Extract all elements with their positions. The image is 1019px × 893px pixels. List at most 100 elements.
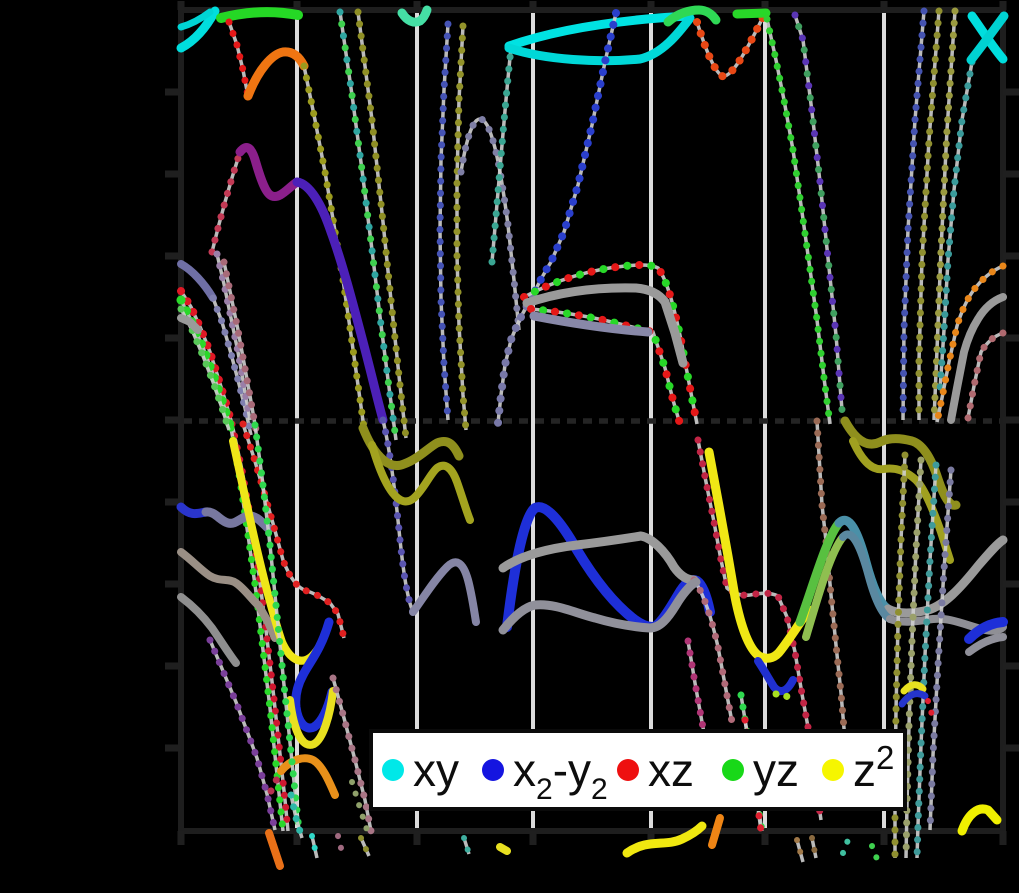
x-tick-bottom <box>293 831 301 845</box>
legend-label-yz: yz <box>753 744 799 796</box>
y-tick-left <box>165 744 181 752</box>
band-edge-gray <box>947 293 1007 424</box>
band-mint-bowtie <box>397 5 432 27</box>
band-indigo-cont <box>379 416 417 616</box>
band-blue-edge-hook <box>964 617 1008 644</box>
band-fan-right-c <box>913 461 940 862</box>
band-gray-wave-a <box>498 531 699 585</box>
band-tan-wavy <box>177 548 279 642</box>
band-crimson-right <box>694 436 825 824</box>
band-teal-tail <box>287 791 306 842</box>
y-tick-left <box>165 252 181 260</box>
band-fan-top-c <box>930 7 959 424</box>
band-knot-blue-v <box>291 617 337 733</box>
band-teal-ascent <box>488 44 515 266</box>
band-slate-parabola <box>409 558 480 626</box>
x-tick-top <box>529 1 537 10</box>
band-steep-teal-green <box>336 8 400 444</box>
band-slate-junction <box>494 292 537 427</box>
legend-item-xy: xy <box>382 733 459 807</box>
band-underlay-green-steep-right <box>765 18 832 425</box>
band-flat-redgreen-bottom-alt <box>527 305 684 428</box>
band-steep-olive <box>354 8 410 442</box>
y-tick-left <box>165 170 181 178</box>
band-olive-valley-r1 <box>840 416 961 510</box>
band-steep-teal-green-alt <box>336 8 400 444</box>
legend-marker-yz-icon <box>722 759 744 781</box>
band-indigo-band <box>292 177 388 425</box>
band-flat-redgreen-top <box>520 260 701 428</box>
band-hump-a-right <box>883 535 1008 618</box>
band-orange-u <box>693 11 768 81</box>
x-tick-bottom <box>880 831 888 845</box>
band-below-tan-a <box>794 837 806 865</box>
y-tick-left <box>165 88 181 96</box>
band-gray-wave-b <box>498 577 701 635</box>
band-edge-orange <box>933 262 1007 426</box>
band-hump-b-right <box>886 614 1007 635</box>
band-below-green <box>869 843 880 862</box>
band-blue-hook-mid <box>754 657 797 695</box>
x-tick-top <box>293 1 301 10</box>
x-tick-top <box>177 1 185 10</box>
band-mauve-tail <box>329 674 375 835</box>
band-hump-b-left <box>802 533 847 641</box>
x-tick-top <box>413 1 421 10</box>
band-cyan-topleft-b <box>177 8 214 31</box>
band-below-yellow-dot <box>496 843 511 855</box>
band-knot-crimson <box>267 767 285 795</box>
y-tick-right <box>1003 252 1019 260</box>
band-rose-arm <box>208 148 244 256</box>
band-lavender-line <box>213 250 254 424</box>
band-flat-redgreen-bottom <box>527 305 684 428</box>
band-cyan-lens-top <box>504 11 693 51</box>
band-olive-vertical <box>453 22 470 434</box>
legend-label-x2-y2: x2-y2 <box>513 744 608 806</box>
legend-item-yz: yz <box>722 733 799 807</box>
y-tick-right <box>1003 580 1019 588</box>
y-tick-left <box>165 662 181 670</box>
y-tick-right <box>1003 744 1019 752</box>
y-tick-right <box>1003 416 1019 424</box>
band-slate-arc <box>177 260 217 302</box>
y-tick-left <box>165 498 181 506</box>
band-chartreuse-dots <box>772 690 795 702</box>
band-magenta-peak <box>235 143 302 201</box>
x-tick-top <box>999 1 1007 10</box>
band-fan-right-d <box>926 466 955 834</box>
band-flat-slate-bottom <box>529 311 653 337</box>
band-teal-descent <box>936 58 976 394</box>
band-slate-arc-cont <box>209 294 255 439</box>
y-tick-left <box>165 334 181 342</box>
band-gray-stub <box>177 314 202 334</box>
band-olive-valley-2 <box>368 441 474 524</box>
band-fan-top-b <box>915 7 943 424</box>
legend-marker-xz-icon <box>617 759 639 781</box>
x-tick-bottom <box>999 831 1007 845</box>
band-knot-yellow-b <box>286 687 337 749</box>
band-below-orange-b <box>708 814 724 849</box>
x-tick-bottom <box>177 831 185 845</box>
x-tick-top <box>880 1 888 10</box>
band-knot-r-blue <box>898 690 929 708</box>
band-gray-edge-hook <box>965 633 1007 656</box>
band-fan-right-b <box>902 456 925 862</box>
band-green-cap <box>663 5 721 27</box>
band-below-cyan <box>309 833 320 861</box>
band-below-mauve <box>335 833 344 851</box>
legend-item-z2: z2 <box>822 733 894 807</box>
legend-marker-z2-icon <box>822 759 844 781</box>
y-tick-left <box>165 416 181 424</box>
band-red-descent <box>225 18 252 100</box>
legend-label-z2: z2 <box>853 739 895 796</box>
y-tick-right <box>1003 88 1019 96</box>
band-flat-gray-top <box>522 283 688 368</box>
band-cyan-x-b <box>966 11 1009 65</box>
band-violet-steep-alt <box>791 11 846 414</box>
band-orange-hump <box>243 47 309 101</box>
band-below-olive <box>358 835 372 859</box>
band-below-orange-a <box>265 829 284 870</box>
band-knot-r-yellow <box>900 681 927 695</box>
band-green-top-2 <box>732 8 771 19</box>
band-mauve-line <box>220 258 260 434</box>
